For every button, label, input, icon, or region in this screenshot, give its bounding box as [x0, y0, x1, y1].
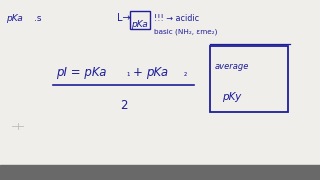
- Bar: [210, 46, 288, 112]
- Text: pI = pKa: pI = pKa: [56, 66, 107, 78]
- Text: average: average: [214, 62, 249, 71]
- Text: ₂: ₂: [184, 69, 187, 78]
- Text: pKa: pKa: [146, 66, 168, 78]
- Text: L→: L→: [117, 13, 131, 23]
- Text: pKa: pKa: [6, 14, 23, 23]
- Bar: [130, 11, 150, 29]
- Text: +: +: [133, 66, 143, 78]
- Text: .s: .s: [34, 14, 41, 23]
- Text: ₁: ₁: [126, 69, 130, 78]
- Text: 2: 2: [120, 99, 127, 112]
- Bar: [0, 165, 320, 180]
- Text: pKy: pKy: [222, 92, 242, 102]
- Text: pKa: pKa: [131, 20, 148, 29]
- Text: !!! → acidic: !!! → acidic: [154, 14, 199, 22]
- Text: basic (NH₂, εme₂): basic (NH₂, εme₂): [154, 28, 217, 35]
